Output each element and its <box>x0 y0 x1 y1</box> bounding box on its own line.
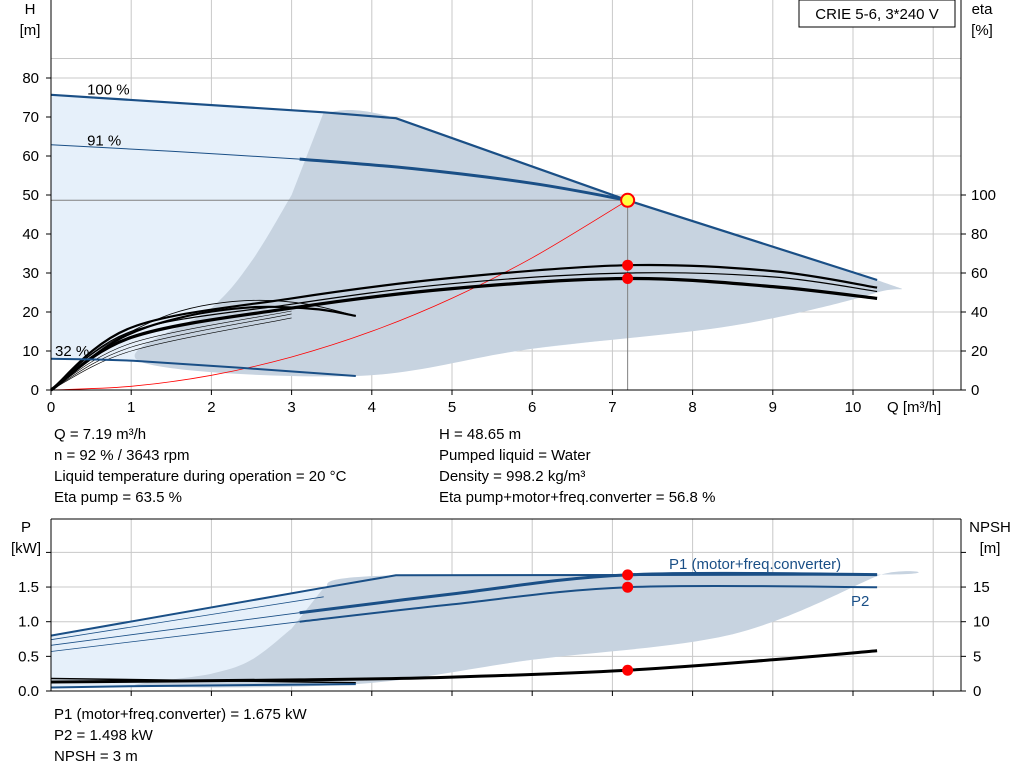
power-curve-thin <box>50 612 300 646</box>
h-tick-label: 10 <box>22 343 39 360</box>
q-tick-label: 1 <box>127 399 135 416</box>
info-p2: P2 = 1.498 kW <box>54 727 153 744</box>
p2-marker <box>622 581 634 593</box>
info-eta-pump: Eta pump = 63.5 % <box>54 489 182 506</box>
eta-curve-thin <box>50 317 292 391</box>
eta-curve <box>50 272 878 391</box>
eta-tick-label: 60 <box>971 265 988 282</box>
info-eta-total: Eta pump+motor+freq.converter = 56.8 % <box>439 489 716 506</box>
npsh-tick-label: 15 <box>973 579 990 596</box>
q-tick-label: 4 <box>368 399 376 416</box>
power-curve-thin <box>50 596 324 641</box>
info-temperature: Liquid temperature during operation = 20… <box>54 468 347 485</box>
eta-curve <box>50 299 356 391</box>
p-tick-label: 1.0 <box>18 614 39 631</box>
info-bottom: P1 (motor+freq.converter) = 1.675 kW P2 … <box>54 704 307 767</box>
eta-tick-label: 40 <box>971 304 988 321</box>
h-tick-label: 0 <box>31 382 39 399</box>
q-tick-label: 9 <box>769 399 777 416</box>
speed-label: 32 % <box>55 343 89 360</box>
h-curve-92 <box>299 157 628 202</box>
speed-label: 100 % <box>87 82 130 99</box>
info-p1: P1 (motor+freq.converter) = 1.675 kW <box>54 706 307 723</box>
h-axis-unit: [m] <box>20 22 41 39</box>
q-tick-label: 2 <box>207 399 215 416</box>
eta-curve <box>50 276 878 392</box>
system-curve <box>50 199 628 391</box>
p-axis-title: P <box>21 519 31 536</box>
model-label: CRIE 5-6, 3*240 V <box>815 6 938 23</box>
npsh-tick-label: 10 <box>973 614 990 631</box>
h-tick-label: 60 <box>22 148 39 165</box>
npsh-curve <box>50 649 878 684</box>
eta-curve-thin <box>50 310 292 391</box>
npsh-axis-unit: [m] <box>980 540 1001 557</box>
h-tick-label: 50 <box>22 187 39 204</box>
power-curve-thin <box>50 621 300 652</box>
npsh-marker <box>622 664 634 676</box>
eta-tick-label: 0 <box>971 382 979 399</box>
p2-curve <box>299 584 878 623</box>
h-curve-100 <box>50 93 878 282</box>
eta-axis-title: eta <box>972 1 994 18</box>
info-speed: n = 92 % / 3643 rpm <box>54 447 190 464</box>
eta-point-marker <box>622 272 634 284</box>
npsh-axis-title: NPSH <box>969 519 1011 536</box>
h-tick-label: 70 <box>22 109 39 126</box>
p1-series-label: P1 (motor+freq.converter) <box>669 556 841 573</box>
power-range-inner <box>134 571 919 688</box>
q-tick-label: 5 <box>448 399 456 416</box>
npsh-tick-label: 0 <box>973 683 981 700</box>
eta-tick-label: 20 <box>971 343 988 360</box>
info-liquid: Pumped liquid = Water <box>439 447 591 464</box>
p-tick-label: 0.5 <box>18 648 39 665</box>
h-tick-label: 80 <box>22 70 39 87</box>
speed-label: 91 % <box>87 132 121 149</box>
q-tick-label: 8 <box>688 399 696 416</box>
info-top-left: Q = 7.19 m³/h n = 92 % / 3643 rpm Liquid… <box>54 424 346 508</box>
info-npsh: NPSH = 3 m <box>54 748 138 765</box>
eta-curve <box>50 305 356 391</box>
eta-curve-thin <box>50 313 292 391</box>
eta-curve <box>50 263 878 391</box>
p-tick-label: 1.5 <box>18 579 39 596</box>
eta-axis-unit: [%] <box>971 22 993 39</box>
eta-tick-label: 80 <box>971 226 988 243</box>
info-top-right: H = 48.65 m Pumped liquid = Water Densit… <box>439 424 715 508</box>
q-tick-label: 7 <box>608 399 616 416</box>
eta-point-marker <box>622 259 634 271</box>
h-curve-32 <box>50 357 356 377</box>
q-axis-title: Q [m³/h] <box>887 399 941 416</box>
p1-marker <box>622 569 634 581</box>
p-tick-label: 0.0 <box>18 683 39 700</box>
h-curve-92-ext <box>50 144 300 160</box>
h-tick-label: 40 <box>22 226 39 243</box>
eta-tick-label: 100 <box>971 187 996 204</box>
h-tick-label: 30 <box>22 265 39 282</box>
info-density: Density = 998.2 kg/m³ <box>439 468 586 485</box>
q-tick-label: 0 <box>47 399 55 416</box>
info-head: H = 48.65 m <box>439 426 522 443</box>
p1-curve <box>299 571 878 615</box>
q-tick-label: 6 <box>528 399 536 416</box>
npsh-tick-label: 5 <box>973 648 981 665</box>
power-curve-low <box>50 683 356 689</box>
model-label-box <box>798 0 956 28</box>
p2-series-label: P2 <box>851 593 869 610</box>
info-flow: Q = 7.19 m³/h <box>54 426 147 443</box>
q-tick-label: 3 <box>287 399 295 416</box>
h-axis-title: H <box>25 1 36 18</box>
q-tick-label: 10 <box>845 399 862 416</box>
p-axis-unit: [kW] <box>11 540 41 557</box>
duty-point-marker <box>620 192 636 208</box>
h-tick-label: 20 <box>22 304 39 321</box>
